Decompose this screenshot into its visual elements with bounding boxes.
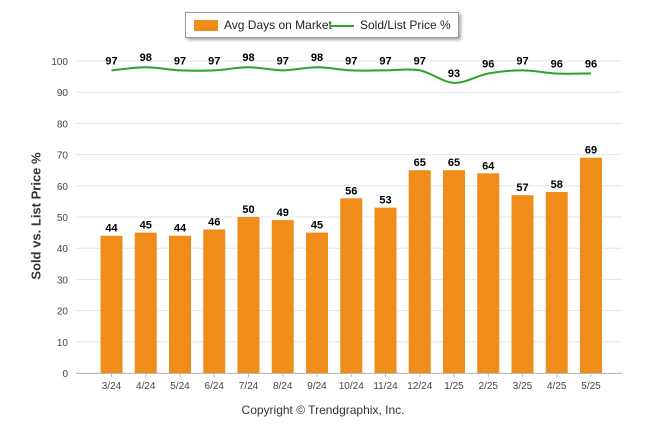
bar-value-label: 57: [516, 182, 528, 194]
line-value-label: 98: [311, 52, 323, 64]
line-value-label: 97: [516, 55, 528, 67]
line-value-label: 97: [174, 55, 186, 67]
x-tick-label: 11/24: [373, 381, 398, 392]
line-value-label: 98: [242, 52, 254, 64]
line-value-label: 93: [448, 68, 460, 80]
y-tick-label: 80: [57, 119, 69, 130]
x-tick-label: 3/24: [102, 381, 122, 392]
bar-series: [100, 157, 602, 373]
y-tick-label: 0: [62, 369, 68, 380]
y-tick-label: 10: [57, 338, 69, 349]
bar: [134, 232, 157, 373]
bar: [580, 157, 602, 373]
bar: [511, 195, 534, 373]
bar-value-label: 64: [482, 160, 495, 172]
y-tick-label: 60: [57, 182, 69, 193]
bar: [340, 198, 363, 373]
y-tick-label: 30: [57, 275, 69, 286]
bar-value-label: 49: [277, 207, 289, 219]
bar-value-label: 50: [242, 204, 254, 216]
legend-line-label: Sold/List Price %: [360, 18, 451, 32]
bar: [374, 207, 397, 373]
bar-value-label: 44: [105, 223, 118, 235]
x-tick-label: 5/24: [170, 381, 190, 392]
line-value-label: 96: [482, 58, 494, 70]
y-tick-label: 100: [51, 57, 68, 68]
line-value-label: 96: [585, 58, 597, 70]
y-tick-label: 40: [57, 244, 69, 255]
legend: Avg Days on Market Sold/List Price %: [185, 12, 459, 38]
line-data-labels: 97 98 97 97 98 97 98 97 97 97 93 96 97 96 96: [105, 52, 597, 80]
x-tick-label: 10/24: [339, 381, 364, 392]
x-tick-label: 9/24: [307, 381, 327, 392]
line-series: [111, 66, 592, 84]
y-tick-label: 90: [57, 88, 69, 99]
line-value-label: 97: [379, 55, 391, 67]
line-value-label: 97: [208, 55, 220, 67]
bar: [443, 170, 465, 373]
copyright-text: Copyright © Trendgraphix, Inc.: [241, 403, 405, 417]
x-tick-label: 6/24: [205, 381, 225, 392]
sold-list-line: [111, 66, 592, 84]
bar: [408, 170, 431, 373]
bar: [203, 229, 226, 373]
bar-value-label: 46: [208, 216, 220, 228]
bar: [237, 217, 260, 373]
x-axis: 3/24 4/24 5/24 6/24 7/24 8/24 9/24 10/24 11/24 12…: [76, 373, 622, 392]
bar-value-label: 45: [140, 220, 152, 232]
y-tick-label: 50: [57, 213, 69, 224]
y-axis-title: Sold vs. List Price %: [28, 152, 44, 280]
line-value-label: 97: [345, 55, 357, 67]
bar: [545, 192, 568, 373]
line-value-label: 97: [105, 55, 117, 67]
bar-value-label: 45: [311, 220, 323, 232]
x-tick-label: 4/24: [136, 381, 156, 392]
x-tick-label: 1/25: [444, 381, 464, 392]
y-tick-label: 20: [57, 307, 69, 318]
legend-bar-label: Avg Days on Market: [224, 18, 332, 32]
bar-value-label: 56: [345, 185, 357, 197]
line-value-label: 96: [551, 58, 563, 70]
bar-value-label: 69: [585, 145, 597, 157]
bar-value-label: 65: [414, 157, 426, 169]
y-tick-label: 70: [57, 151, 69, 162]
bar-value-label: 65: [448, 157, 460, 169]
line-value-label: 97: [277, 55, 289, 67]
bar-value-label: 53: [379, 195, 391, 207]
line-value-label: 97: [414, 55, 426, 67]
line-value-label: 98: [140, 52, 152, 64]
legend-line-swatch: [330, 25, 354, 27]
x-tick-label: 5/25: [581, 381, 601, 392]
x-tick-label: 2/25: [479, 381, 499, 392]
x-tick-label: 12/24: [407, 381, 432, 392]
bar: [271, 220, 294, 373]
bar: [306, 232, 328, 373]
x-tick-label: 8/24: [273, 381, 293, 392]
bar-data-labels: 44 45 44 46 50 49 45 56 53 65 65 64 57 58 69: [105, 145, 597, 235]
x-tick-label: 7/24: [239, 381, 259, 392]
x-tick-label: 3/25: [513, 381, 533, 392]
bar: [477, 173, 500, 373]
bar: [100, 235, 123, 373]
x-tick-label: 4/25: [547, 381, 567, 392]
bar-value-label: 44: [174, 223, 187, 235]
bar-value-label: 58: [551, 179, 563, 191]
legend-bar-swatch: [194, 20, 218, 31]
bar: [169, 235, 191, 373]
y-axis: 0 10 20 30 40 50 60 70 80 90 100: [51, 57, 68, 380]
